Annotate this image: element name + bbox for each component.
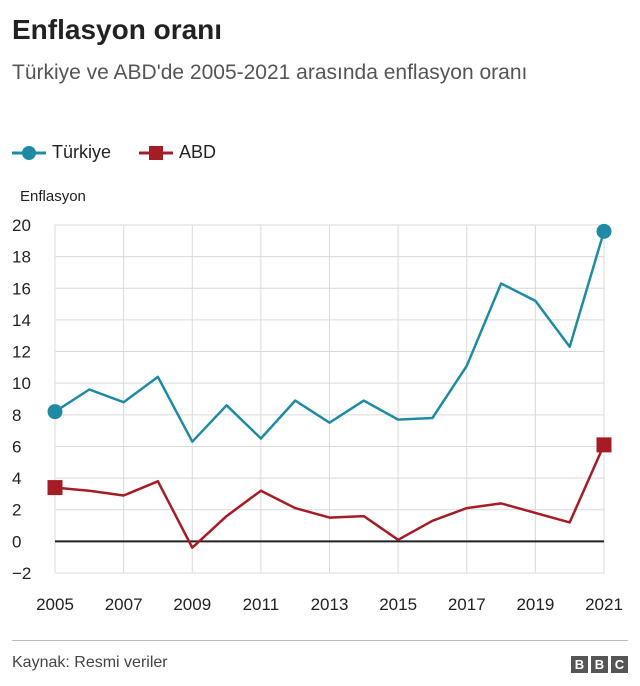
x-tick-label: 2011 — [243, 595, 280, 614]
legend: Türkiye ABD — [12, 142, 244, 163]
y-tick-label: 0 — [12, 532, 21, 551]
data-point-abd — [47, 480, 63, 496]
x-tick-label: 2017 — [448, 595, 486, 614]
y-axis-label: Enflasyon — [20, 188, 86, 205]
legend-item-abd: ABD — [139, 142, 216, 163]
y-tick-label: 10 — [12, 374, 31, 393]
y-tick-label: 12 — [12, 343, 31, 362]
bbc-logo-letter-2: B — [591, 656, 608, 673]
legend-label-abd: ABD — [179, 142, 217, 162]
x-tick-label: 2019 — [516, 595, 554, 614]
legend-label-turkiye: Türkiye — [52, 142, 112, 162]
footer-divider — [12, 640, 628, 641]
x-tick-label: 2015 — [379, 595, 417, 614]
y-tick-label: 6 — [12, 437, 21, 456]
series-line-turkiye — [54, 230, 606, 443]
y-tick-label: 14 — [12, 311, 31, 330]
data-point-turkiye — [47, 404, 63, 420]
y-tick-label: 20 — [12, 216, 31, 235]
chart-subtitle: Türkiye ve ABD'de 2005-2021 arasında enf… — [12, 61, 528, 84]
y-tick-label: 2 — [12, 501, 21, 520]
chart-title: Enflasyon oranı — [12, 14, 223, 45]
y-tick-label: −2 — [12, 564, 31, 583]
legend-marker-abd — [139, 145, 174, 160]
y-tick-label: 8 — [12, 406, 21, 425]
x-tick-label: 2021 — [585, 595, 623, 614]
y-tick-label: 16 — [12, 279, 31, 298]
bbc-logo-letter-3: C — [611, 656, 628, 673]
x-tick-label: 2005 — [36, 595, 74, 614]
y-tick-label: 18 — [12, 248, 31, 267]
data-point-abd — [596, 437, 612, 453]
legend-marker-turkiye — [12, 145, 46, 160]
source-note: Kaynak: Resmi veriler — [12, 654, 168, 671]
legend-item-turkiye: Türkiye — [12, 142, 111, 163]
bbc-logo-letter-1: B — [571, 656, 588, 673]
x-tick-label: 2013 — [311, 595, 349, 614]
x-tick-label: 2009 — [173, 595, 211, 614]
series-line-abd — [54, 444, 606, 549]
bbc-logo: B B C — [568, 656, 628, 673]
x-tick-label: 2007 — [105, 595, 143, 614]
data-point-turkiye — [596, 223, 612, 239]
y-tick-label: 4 — [12, 469, 21, 488]
